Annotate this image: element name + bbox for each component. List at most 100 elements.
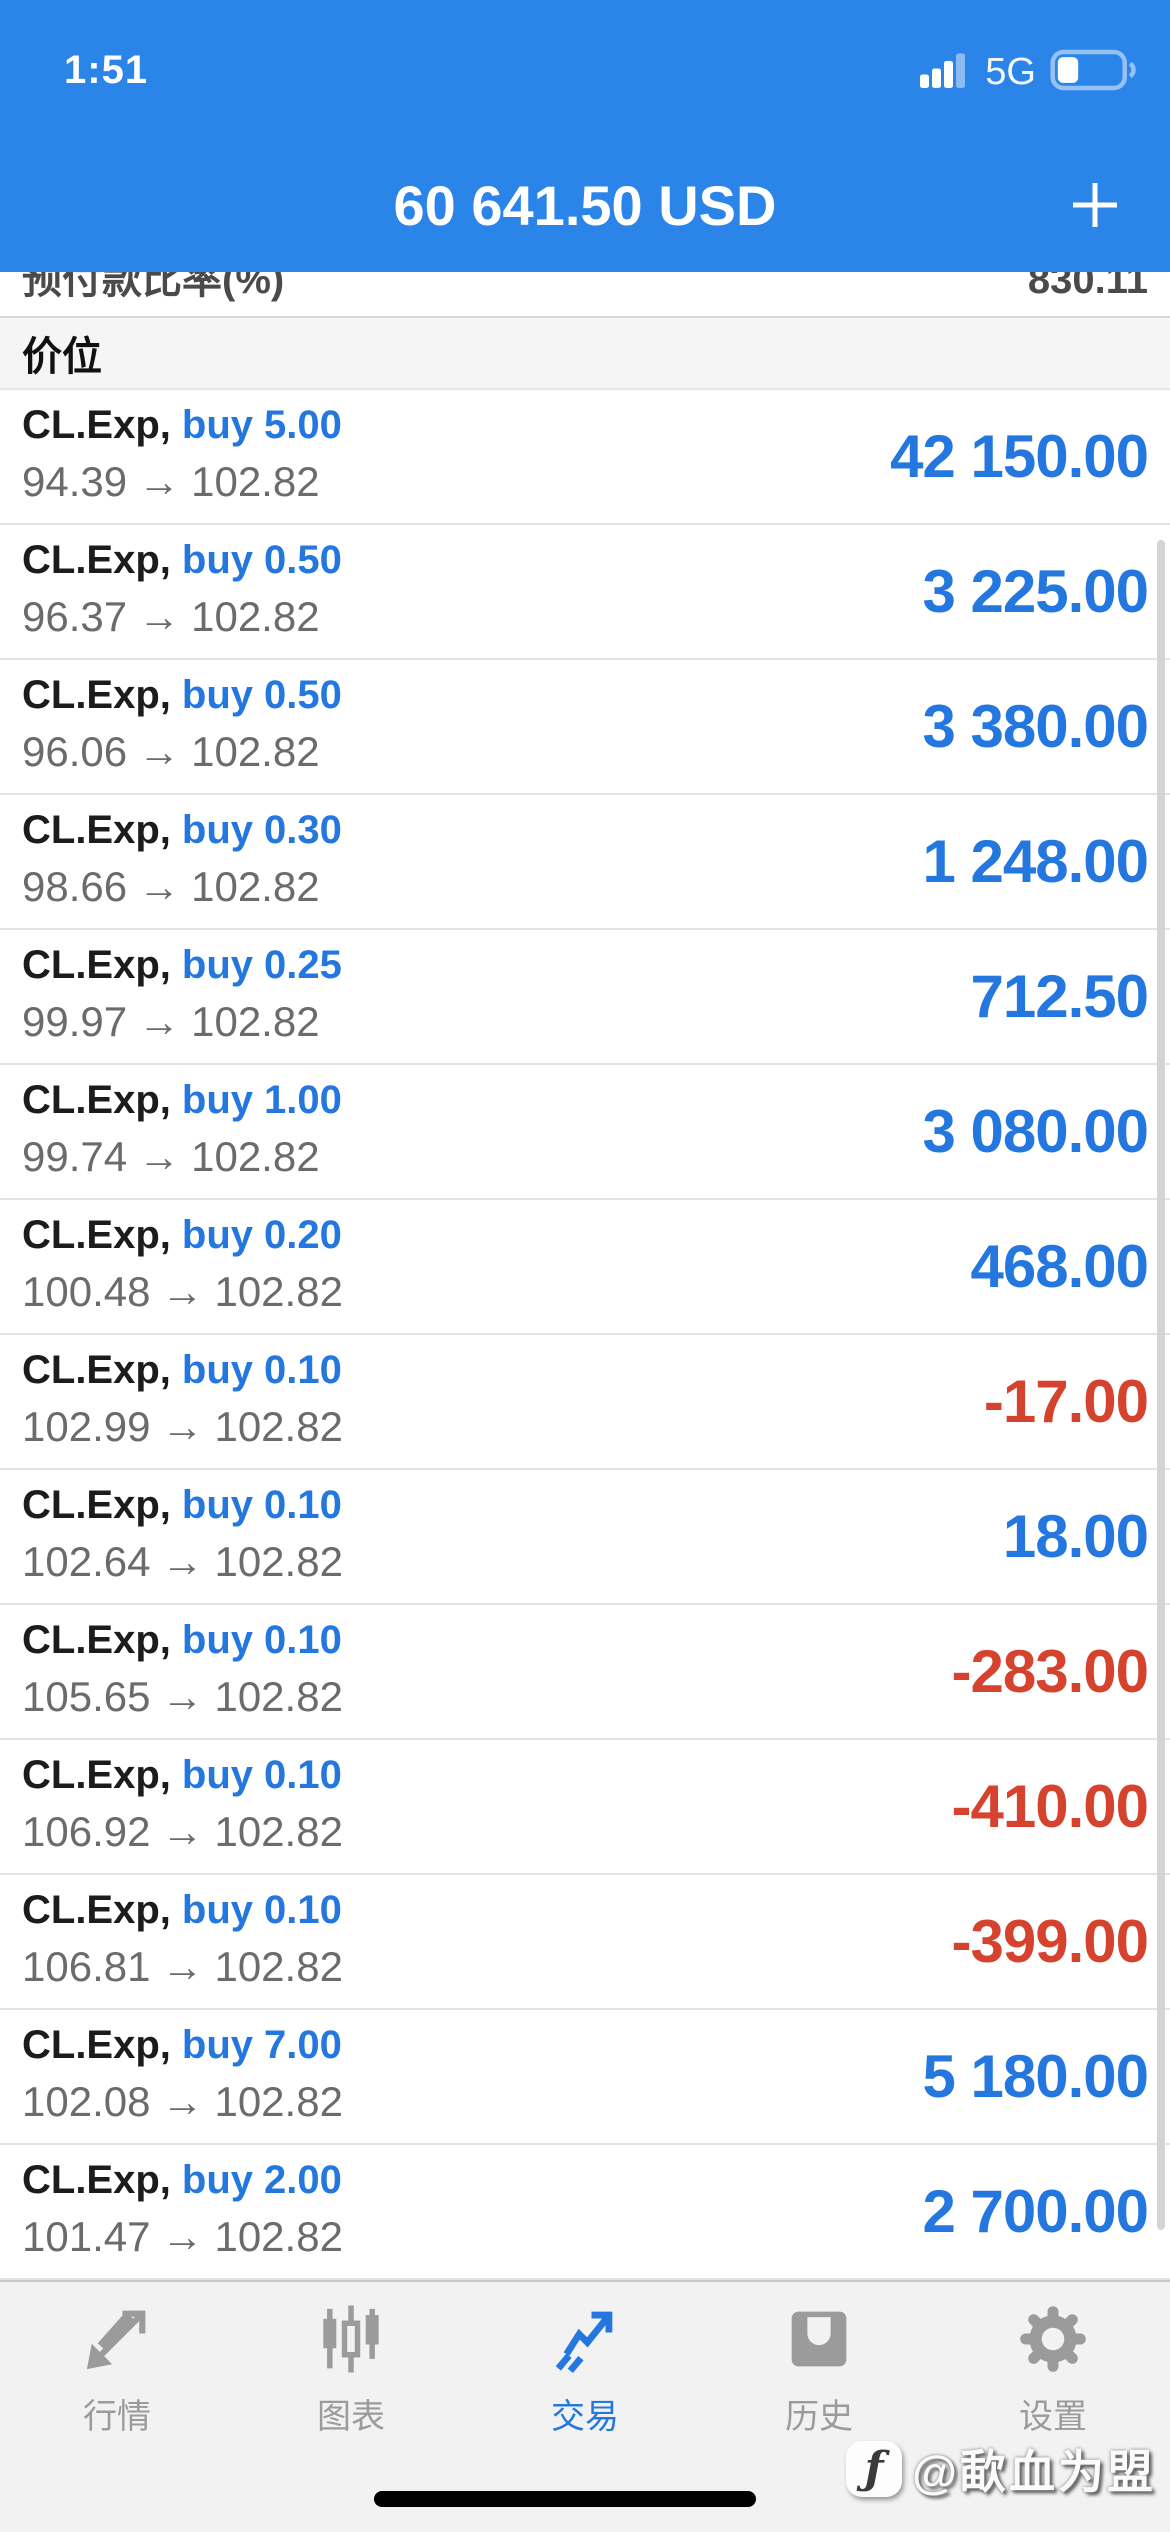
- position-profit: 3 380.00: [922, 693, 1149, 760]
- position-profit: -399.00: [951, 1908, 1149, 1975]
- position-row[interactable]: CL.Exp, buy 0.20 100.48 → 102.82 468.00: [0, 1200, 1170, 1335]
- position-symbol: CL.Exp,: [22, 1347, 171, 1392]
- position-volume: 0.10: [264, 1482, 342, 1527]
- position-side: buy: [181, 672, 254, 717]
- position-profit: 3 080.00: [922, 1098, 1149, 1165]
- arrow-right-icon: →: [161, 1402, 204, 1450]
- position-current-price: 102.82: [214, 1402, 343, 1450]
- arrow-right-icon: →: [138, 997, 181, 1045]
- position-current-price: 102.82: [214, 1267, 343, 1315]
- position-current-price: 102.82: [214, 1537, 343, 1585]
- position-volume: 7.00: [264, 2022, 342, 2067]
- position-current-price: 102.82: [214, 2212, 343, 2260]
- tab-label: 行情: [83, 2398, 151, 2436]
- position-side: buy: [181, 2157, 254, 2202]
- position-row[interactable]: CL.Exp, buy 0.10 102.64 → 102.82 18.00: [0, 1470, 1170, 1605]
- position-open-price: 106.92: [22, 1807, 151, 1855]
- position-profit: 42 150.00: [890, 423, 1149, 490]
- watermark-logo-icon: ƒ: [846, 2441, 903, 2497]
- position-symbol: CL.Exp,: [22, 1077, 171, 1122]
- tab-bar: 行情 图表: [0, 2280, 1170, 2532]
- position-symbol: CL.Exp,: [22, 1212, 171, 1257]
- position-info: CL.Exp, buy 0.10 105.65 → 102.82: [22, 1618, 343, 1722]
- position-current-price: 102.82: [214, 1807, 343, 1855]
- position-symbol: CL.Exp,: [22, 402, 171, 447]
- position-row[interactable]: CL.Exp, buy 0.30 98.66 → 102.82 1 248.00: [0, 795, 1170, 930]
- position-row[interactable]: CL.Exp, buy 2.00 101.47 → 102.82 2 700.0…: [0, 2145, 1170, 2280]
- settings-gear-icon: [1012, 2282, 1094, 2385]
- position-row[interactable]: CL.Exp, buy 0.10 102.99 → 102.82 -17.00: [0, 1335, 1170, 1470]
- position-row[interactable]: CL.Exp, buy 0.10 105.65 → 102.82 -283.00: [0, 1605, 1170, 1740]
- margin-level-row[interactable]: 预付款比率(%) 830.11: [0, 272, 1170, 316]
- margin-level-label: 预付款比率(%): [22, 272, 285, 302]
- scrollbar[interactable]: [1157, 540, 1165, 2230]
- history-archive-icon: [778, 2282, 860, 2385]
- position-info: CL.Exp, buy 5.00 94.39 → 102.82: [22, 403, 342, 507]
- position-symbol: CL.Exp,: [22, 2157, 171, 2202]
- position-side: buy: [181, 1887, 254, 1932]
- position-symbol: CL.Exp,: [22, 807, 171, 852]
- position-row[interactable]: CL.Exp, buy 0.10 106.92 → 102.82 -410.00: [0, 1740, 1170, 1875]
- position-row[interactable]: CL.Exp, buy 0.25 99.97 → 102.82 712.50: [0, 930, 1170, 1065]
- position-symbol: CL.Exp,: [22, 1617, 171, 1662]
- tab-label: 交易: [551, 2398, 619, 2436]
- position-info: CL.Exp, buy 0.30 98.66 → 102.82: [22, 808, 342, 912]
- status-icons: 5G: [917, 48, 1140, 96]
- position-side: buy: [181, 537, 254, 582]
- home-indicator[interactable]: [374, 2491, 756, 2507]
- position-open-price: 100.48: [22, 1267, 151, 1315]
- position-current-price: 102.82: [214, 1942, 343, 1990]
- position-profit: 468.00: [970, 1233, 1149, 1300]
- position-profit: -17.00: [983, 1368, 1149, 1435]
- tab-charts[interactable]: 图表: [234, 2282, 468, 2532]
- position-row[interactable]: CL.Exp, buy 0.10 106.81 → 102.82 -399.00: [0, 1875, 1170, 2010]
- position-side: buy: [181, 1482, 254, 1527]
- position-volume: 1.00: [264, 1077, 342, 1122]
- position-info: CL.Exp, buy 0.20 100.48 → 102.82: [22, 1213, 343, 1317]
- position-profit: 1 248.00: [922, 828, 1149, 895]
- tab-label: 历史: [785, 2398, 853, 2436]
- tab-trade[interactable]: 交易: [468, 2282, 702, 2532]
- position-side: buy: [181, 1077, 254, 1122]
- tab-label: 设置: [1019, 2398, 1087, 2436]
- watermark: ƒ @歃血为盟: [846, 2436, 1156, 2502]
- position-profit: -283.00: [951, 1638, 1149, 1705]
- position-open-price: 101.47: [22, 2212, 151, 2260]
- add-order-button[interactable]: [1066, 176, 1124, 234]
- position-row[interactable]: CL.Exp, buy 0.50 96.06 → 102.82 3 380.00: [0, 660, 1170, 795]
- position-symbol: CL.Exp,: [22, 2022, 171, 2067]
- position-volume: 0.10: [264, 1347, 342, 1392]
- battery-icon: [1050, 49, 1140, 96]
- tab-quotes[interactable]: 行情: [0, 2282, 234, 2532]
- position-open-price: 99.74: [22, 1132, 128, 1180]
- position-row[interactable]: CL.Exp, buy 0.50 96.37 → 102.82 3 225.00: [0, 525, 1170, 660]
- position-info: CL.Exp, buy 0.10 106.81 → 102.82: [22, 1888, 343, 1992]
- position-volume: 0.25: [264, 942, 342, 987]
- position-row[interactable]: CL.Exp, buy 5.00 94.39 → 102.82 42 150.0…: [0, 390, 1170, 525]
- position-info: CL.Exp, buy 7.00 102.08 → 102.82: [22, 2023, 343, 2127]
- position-open-price: 96.37: [22, 592, 128, 640]
- position-profit: 3 225.00: [922, 558, 1149, 625]
- position-row[interactable]: CL.Exp, buy 7.00 102.08 → 102.82 5 180.0…: [0, 2010, 1170, 2145]
- arrow-right-icon: →: [138, 457, 181, 505]
- position-current-price: 102.82: [191, 457, 320, 505]
- position-info: CL.Exp, buy 0.10 102.64 → 102.82: [22, 1483, 343, 1587]
- position-symbol: CL.Exp,: [22, 1482, 171, 1527]
- network-type-label: 5G: [985, 50, 1036, 93]
- position-profit: 5 180.00: [922, 2043, 1149, 2110]
- position-info: CL.Exp, buy 0.10 102.99 → 102.82: [22, 1348, 343, 1452]
- arrow-right-icon: →: [161, 1672, 204, 1720]
- signal-bars-icon: [917, 49, 971, 96]
- position-side: buy: [181, 942, 254, 987]
- position-symbol: CL.Exp,: [22, 942, 171, 987]
- position-volume: 0.30: [264, 807, 342, 852]
- position-info: CL.Exp, buy 0.10 106.92 → 102.82: [22, 1753, 343, 1857]
- position-row[interactable]: CL.Exp, buy 1.00 99.74 → 102.82 3 080.00: [0, 1065, 1170, 1200]
- tab-history[interactable]: 历史: [702, 2282, 936, 2532]
- position-open-price: 102.99: [22, 1402, 151, 1450]
- position-side: buy: [181, 807, 254, 852]
- position-symbol: CL.Exp,: [22, 1752, 171, 1797]
- tab-settings[interactable]: 设置: [936, 2282, 1170, 2532]
- position-current-price: 102.82: [191, 727, 320, 775]
